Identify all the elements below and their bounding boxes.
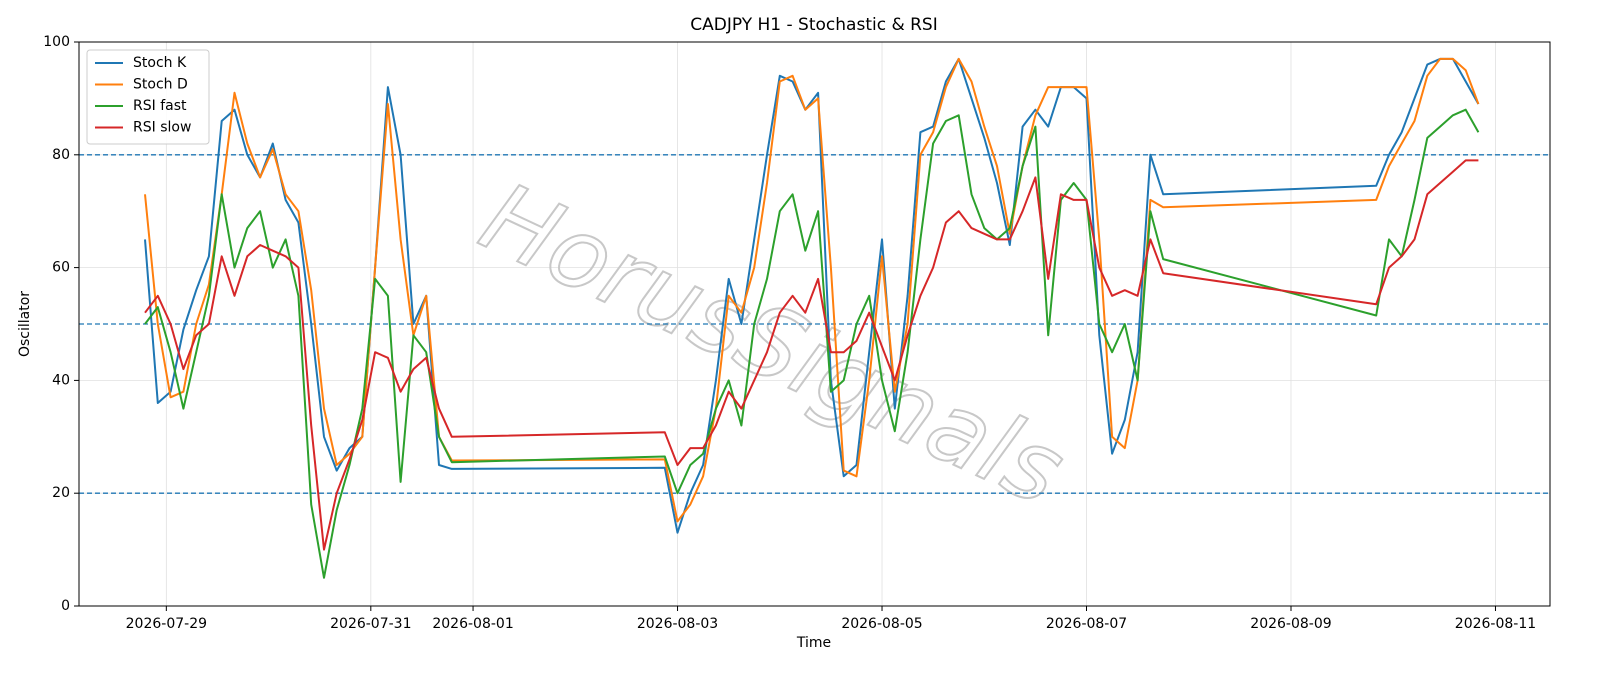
x-tick-label: 2026-08-01: [432, 616, 513, 632]
y-tick-label: 60: [52, 260, 70, 276]
x-tick-label: 2026-08-07: [1046, 616, 1127, 632]
series-line: [144, 57, 1480, 523]
y-tick-label: 0: [61, 598, 70, 614]
series-line: [144, 57, 1480, 534]
y-tick-label: 20: [52, 485, 70, 501]
legend-label: RSI fast: [133, 98, 187, 114]
x-tick-label: 2026-08-03: [637, 616, 718, 632]
x-tick-label: 2026-08-11: [1455, 616, 1536, 632]
chart-title: CADJPY H1 - Stochastic & RSI: [690, 15, 937, 35]
legend-box: [86, 49, 210, 145]
y-tick-label: 80: [52, 147, 70, 163]
x-tick-label: 2026-08-09: [1250, 616, 1331, 632]
x-tick-label: 2026-07-31: [330, 616, 411, 632]
plot-frame: [78, 41, 1551, 607]
y-axis-label: Oscillator: [17, 291, 33, 357]
y-tick-label: 40: [52, 372, 70, 388]
legend-label: Stoch K: [133, 55, 187, 71]
series-line: [144, 159, 1479, 551]
x-tick-label: 2026-07-29: [126, 616, 207, 632]
y-tick-label: 100: [43, 34, 70, 50]
legend-label: RSI slow: [133, 120, 191, 136]
x-axis-label: Time: [796, 635, 831, 651]
x-tick-label: 2026-08-05: [841, 616, 922, 632]
legend-label: Stoch D: [133, 77, 188, 93]
series-line: [144, 108, 1480, 579]
